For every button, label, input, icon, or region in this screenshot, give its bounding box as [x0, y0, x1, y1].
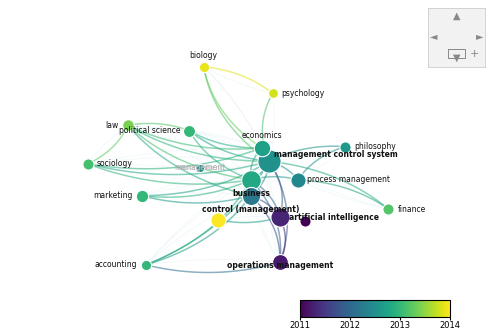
Point	[196, 165, 204, 171]
Point	[214, 217, 222, 222]
Text: ◄: ◄	[430, 31, 437, 42]
Text: management: management	[174, 163, 226, 172]
Point	[124, 123, 132, 128]
Text: operations management: operations management	[226, 261, 333, 270]
Text: artificial intelligence: artificial intelligence	[289, 212, 379, 221]
Text: philosophy: philosophy	[354, 142, 396, 151]
Point	[186, 128, 194, 133]
Point	[138, 193, 146, 198]
Point	[276, 214, 284, 220]
Text: management control system: management control system	[274, 150, 398, 159]
Point	[276, 260, 284, 265]
Text: ▲: ▲	[452, 10, 460, 20]
Text: ►: ►	[476, 31, 483, 42]
Point	[294, 177, 302, 183]
Text: accounting: accounting	[94, 260, 136, 269]
Text: political science: political science	[118, 126, 180, 135]
Text: law: law	[106, 121, 118, 130]
Point	[258, 145, 266, 150]
Text: economics: economics	[242, 131, 282, 140]
Text: sociology: sociology	[97, 159, 133, 169]
Text: process management: process management	[307, 175, 390, 184]
Text: finance: finance	[398, 205, 425, 214]
Point	[200, 64, 207, 69]
Text: psychology: psychology	[282, 89, 325, 98]
Point	[341, 144, 349, 149]
Point	[384, 206, 392, 212]
Text: ▼: ▼	[452, 53, 460, 63]
Point	[247, 193, 255, 198]
Text: control (management): control (management)	[202, 205, 300, 214]
Point	[142, 262, 150, 268]
Text: management: management	[177, 165, 224, 171]
Point	[84, 161, 92, 166]
Text: business: business	[232, 189, 270, 198]
Point	[265, 158, 273, 164]
Point	[268, 91, 276, 96]
Text: marketing: marketing	[94, 191, 133, 200]
Text: biology: biology	[190, 51, 218, 60]
Text: +: +	[470, 49, 480, 59]
Point	[301, 218, 309, 224]
Point	[247, 177, 255, 183]
